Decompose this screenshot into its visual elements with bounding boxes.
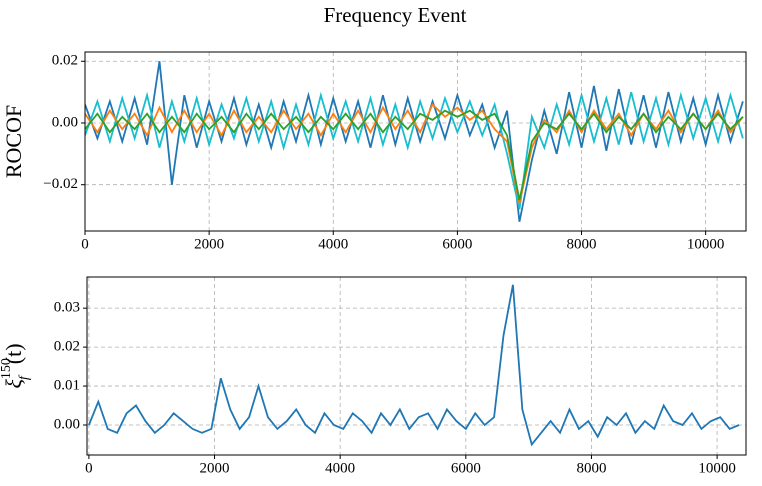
y-tick-label: 0.02 <box>54 339 80 355</box>
label-rest: (t) <box>1 343 26 364</box>
x-tick-label: 0 <box>85 460 93 476</box>
x-tick-label: 10000 <box>687 236 725 252</box>
x-tick-label: 10000 <box>698 460 736 476</box>
y-axis-label: ξ150 f (t) <box>0 343 32 388</box>
series-line <box>85 109 744 201</box>
x-tick-label: 2000 <box>200 460 230 476</box>
series-line <box>88 284 740 447</box>
x-tick-label: 0 <box>81 236 89 252</box>
x-tick-label: 6000 <box>451 460 481 476</box>
label-sup: 150 <box>0 358 14 379</box>
y-tick-label: 0.01 <box>54 377 80 393</box>
y-tick-label: 0.00 <box>54 416 80 432</box>
y-tick-label: 0.02 <box>52 53 78 69</box>
x-tick-label: 2000 <box>194 236 224 252</box>
axes-frame <box>84 51 747 232</box>
series-line <box>85 91 744 210</box>
x-tick-label: 8000 <box>576 460 606 476</box>
label-base: ξ <box>1 379 26 389</box>
x-tick-label: 6000 <box>442 236 472 252</box>
y-tick-label: 0.00 <box>52 114 78 130</box>
x-tick-label: 4000 <box>318 236 348 252</box>
label-sub: f <box>17 374 32 380</box>
axes-frame <box>86 276 747 456</box>
figure-title: Frequency Event <box>324 3 467 27</box>
y-tick-label: −0.02 <box>43 176 78 192</box>
y-axis-label: ROCOF <box>1 105 26 178</box>
x-tick-label: 8000 <box>567 236 597 252</box>
x-tick-label: 4000 <box>325 460 355 476</box>
y-tick-label: 0.03 <box>54 300 80 316</box>
